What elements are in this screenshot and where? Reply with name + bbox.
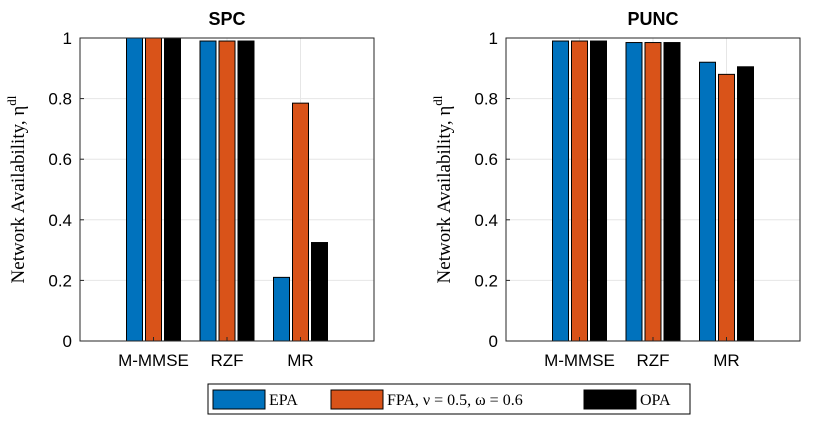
bar-epa-m-mmse <box>126 37 143 342</box>
bar-epa-mr <box>273 276 290 342</box>
y-axis-label: Network Availability, ηdl <box>4 95 29 283</box>
bar-opa-mr <box>311 242 328 342</box>
ytick-label: 0.4 <box>474 211 498 230</box>
y-axis-label: Network Availability, ηdl <box>430 95 455 283</box>
xtick-label: MR <box>287 351 313 370</box>
chart-title: PUNC <box>627 9 678 29</box>
legend-label-fpa: FPA, ν = 0.5, ω = 0.6 <box>387 392 523 409</box>
ytick-label: 0.2 <box>474 271 498 290</box>
bar-fpa-m-mmse <box>571 40 588 342</box>
bar-opa-m-mmse <box>164 37 181 342</box>
ytick-label: 1 <box>63 29 72 48</box>
bar-opa-rzf <box>237 40 255 342</box>
bar-fpa-rzf <box>644 42 662 342</box>
bar-epa-rzf <box>625 42 643 342</box>
bar-fpa-mr <box>718 73 735 342</box>
ytick-label: 0.6 <box>48 150 72 169</box>
legend-swatch-fpa <box>330 389 384 410</box>
xtick-label: RZF <box>636 351 669 370</box>
bar-epa-mr <box>699 61 716 342</box>
bar-opa-rzf <box>663 42 681 342</box>
bar-fpa-mr <box>292 102 309 342</box>
ytick-label: 0 <box>489 332 498 351</box>
legend-swatch-epa <box>212 389 266 410</box>
ytick-label: 0 <box>63 332 72 351</box>
legend-label-opa: OPA <box>640 392 671 409</box>
ytick-label: 0.4 <box>48 211 72 230</box>
chart-title: SPC <box>208 9 245 29</box>
bar-fpa-rzf <box>218 40 236 342</box>
ytick-label: 0.6 <box>474 150 498 169</box>
bar-opa-mr <box>737 66 754 342</box>
bar-opa-m-mmse <box>590 40 607 342</box>
chart-punc: 0 0.2 0.4 0.6 0.8 1 M-MMSE RZF MR PUNC Network Ava… <box>430 9 801 370</box>
ytick-label: 1 <box>489 29 498 48</box>
ytick-label: 0.2 <box>48 271 72 290</box>
xtick-label: RZF <box>210 351 243 370</box>
chart-spc: 0 0.2 0.4 0.6 0.8 1 M-MMSE RZF MR SPC Network Avai… <box>4 9 375 370</box>
ytick-label: 0.8 <box>48 90 72 109</box>
legend: EPA FPA, ν = 0.5, ω = 0.6 OPA <box>207 383 691 415</box>
legend-label-epa: EPA <box>269 392 298 409</box>
bar-fpa-m-mmse <box>145 37 162 342</box>
ytick-label: 0.8 <box>474 90 498 109</box>
bar-epa-rzf <box>199 40 217 342</box>
xtick-label: MR <box>713 351 739 370</box>
legend-swatch-opa <box>583 389 637 410</box>
bar-epa-m-mmse <box>552 40 569 342</box>
xtick-label: M-MMSE <box>118 351 189 370</box>
xtick-label: M-MMSE <box>544 351 615 370</box>
